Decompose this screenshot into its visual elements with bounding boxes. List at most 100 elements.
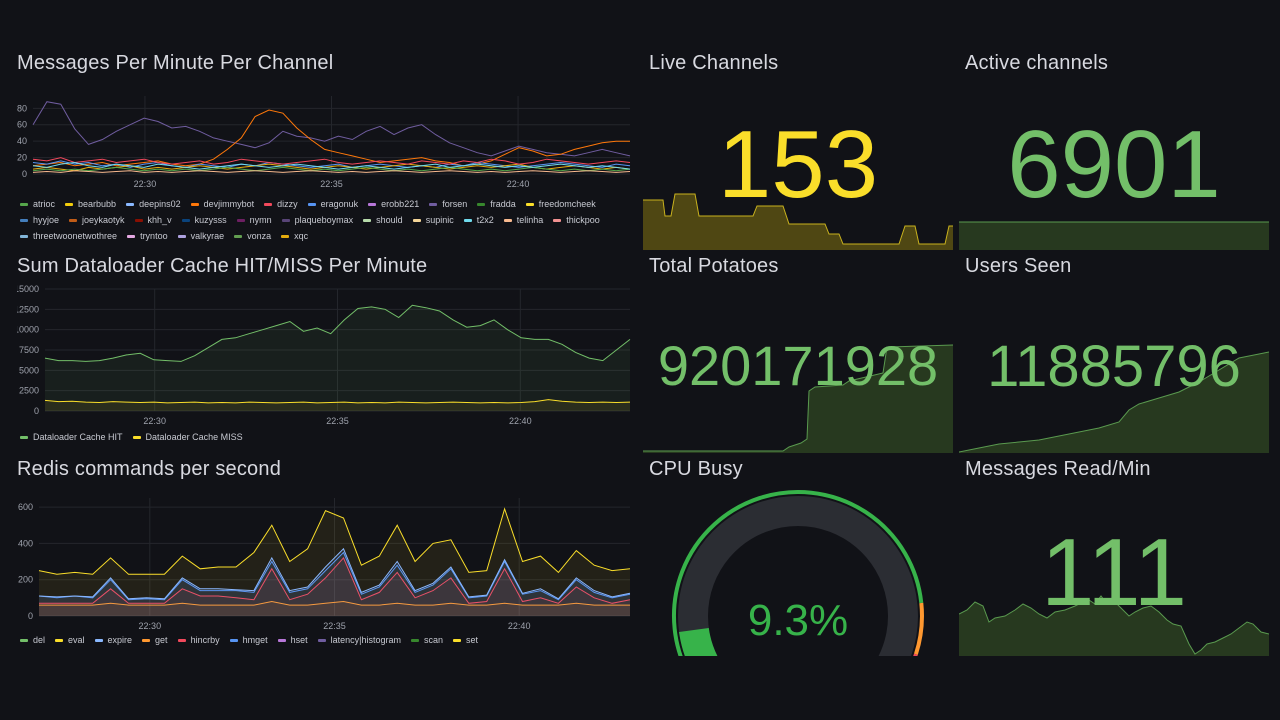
y-tick-label: 60 [17,120,27,130]
legend-swatch [94,638,103,642]
legend-item[interactable]: erobb221 [368,199,419,209]
legend-item[interactable]: hincrby [177,635,220,645]
y-tick-label: 600 [18,502,33,512]
legend-swatch [126,202,135,206]
legend-item[interactable]: freedomcheek [525,199,596,209]
panel-title: Active channels [965,52,1109,74]
messages-read-panel[interactable]: Messages Read/Min 111 [959,458,1269,656]
active-channels-panel[interactable]: Active channels 6901 [959,52,1269,250]
redis-chart[interactable]: 0 200 400 600 22:30 22:35 22:40 [17,490,632,640]
total-potatoes-panel[interactable]: Total Potatoes 920171928 [643,255,953,453]
legend-swatch [132,435,141,439]
gauge-threshold-orange [913,602,924,655]
legend-item[interactable]: dizzy [264,199,298,209]
cpu-busy-panel[interactable]: CPU Busy 9.3% [643,458,953,656]
legend-swatch [236,218,245,222]
legend-label: khh_v [147,215,172,225]
legend-item[interactable]: vonza [234,231,271,241]
legend-item[interactable]: khh_v [134,215,172,225]
legend-item[interactable]: scan [410,635,443,645]
legend-item[interactable]: hset [277,635,308,645]
legend-item[interactable]: fradda [477,199,516,209]
legend-label: should [376,215,403,225]
legend-item[interactable]: kuzysss [181,215,227,225]
legend-swatch [65,202,74,206]
legend-item[interactable]: plaqueboymax [281,215,353,225]
legend-swatch [363,218,372,222]
chart-legend: del eval expire get hincrby hmget hset latency|… [20,635,620,645]
legend-item[interactable]: Dataloader Cache MISS [132,432,243,442]
legend-swatch [307,202,316,206]
y-tick-label: 7500 [19,345,39,355]
messages-read-value: 111 [1041,519,1187,626]
legend-item[interactable]: nymn [236,215,272,225]
legend-item[interactable]: eval [55,635,85,645]
legend-item[interactable]: del [20,635,45,645]
legend-label: tryntoo [140,231,168,241]
legend-label: atrioc [33,199,56,209]
legend-label: supinic [425,215,454,225]
legend-item[interactable]: bearbubb [65,199,116,209]
legend-label: bearbubb [78,199,117,209]
legend-item[interactable]: joeykaotyk [69,215,125,225]
legend-label: get [155,635,168,645]
legend-item[interactable]: threetwoonetwothree [20,231,117,241]
messages-per-minute-panel[interactable]: Messages Per Minute Per Channel 0 20 40 60 8… [17,52,632,248]
series-area [39,548,630,616]
legend-item[interactable]: tryntoo [127,231,168,241]
legend-item[interactable]: telinha [503,215,544,225]
live-channels-panel[interactable]: Live Channels 153 [643,52,953,250]
panel-title: Users Seen [965,255,1072,277]
y-tick-label: 200 [18,575,33,585]
legend-item[interactable]: thickpoo [553,215,600,225]
legend-label: t2x2 [476,215,494,225]
legend-item[interactable]: valkyrae [177,231,224,241]
x-tick-label: 22:35 [326,416,349,426]
legend-item[interactable]: t2x2 [463,215,494,225]
y-tick-label: 0 [22,169,27,179]
dataloader-cache-panel[interactable]: Sum Dataloader Cache HIT/MISS Per Minute… [17,255,632,451]
y-tick-label: 15000 [17,284,39,294]
legend-item[interactable]: latency|histogram [317,635,401,645]
legend-item[interactable]: eragonuk [307,199,358,209]
legend-item[interactable]: supinic [412,215,454,225]
cache-chart[interactable]: 0 2500 5000 7500 10000 12500 15000 22:30 22:35 22… [17,283,632,433]
x-tick-label: 22:30 [134,179,157,189]
legend-swatch [69,218,78,222]
series-area [39,508,630,616]
legend-item[interactable]: get [142,635,168,645]
legend-item[interactable]: Dataloader Cache HIT [20,432,123,442]
legend-label: telinha [516,215,544,225]
users-seen-panel[interactable]: Users Seen 11885796 [959,255,1269,453]
legend-item[interactable]: deepins02 [126,199,181,209]
series-line [38,551,631,601]
legend-item[interactable]: should [363,215,403,225]
active-channels-value: 6901 [1007,111,1221,218]
legend-item[interactable]: hmget [229,635,268,645]
legend-label: kuzysss [194,215,227,225]
legend-swatch [264,202,273,206]
x-tick-label: 22:40 [507,179,530,189]
legend-item[interactable]: set [453,635,478,645]
legend-item[interactable]: devjimmybot [190,199,254,209]
series-line [39,600,630,606]
panel-title: CPU Busy [649,458,743,480]
legend-label: eval [68,635,85,645]
legend-label: hmget [242,635,268,645]
legend-item[interactable]: hyyjoe [20,215,59,225]
legend-swatch [127,234,136,238]
panel-title: Sum Dataloader Cache HIT/MISS Per Minute [17,255,428,277]
legend-item[interactable]: xqc [281,231,308,241]
redis-commands-panel[interactable]: Redis commands per second 0 200 400 600 22:3… [17,458,632,654]
legend-swatch [229,638,238,642]
legend-label: freedomcheek [538,199,596,209]
legend-item[interactable]: expire [94,635,132,645]
y-tick-label: 0 [34,406,39,416]
legend-item[interactable]: atrioc [20,199,55,209]
legend-label: nymn [249,215,272,225]
legend-item[interactable]: forsen [429,199,467,209]
series-line [32,170,631,173]
y-tick-label: 12500 [17,304,39,314]
messages-chart[interactable]: 0 20 40 60 80 22:30 22:35 22:40 [17,92,632,192]
gauge-threshold-red [913,653,918,656]
